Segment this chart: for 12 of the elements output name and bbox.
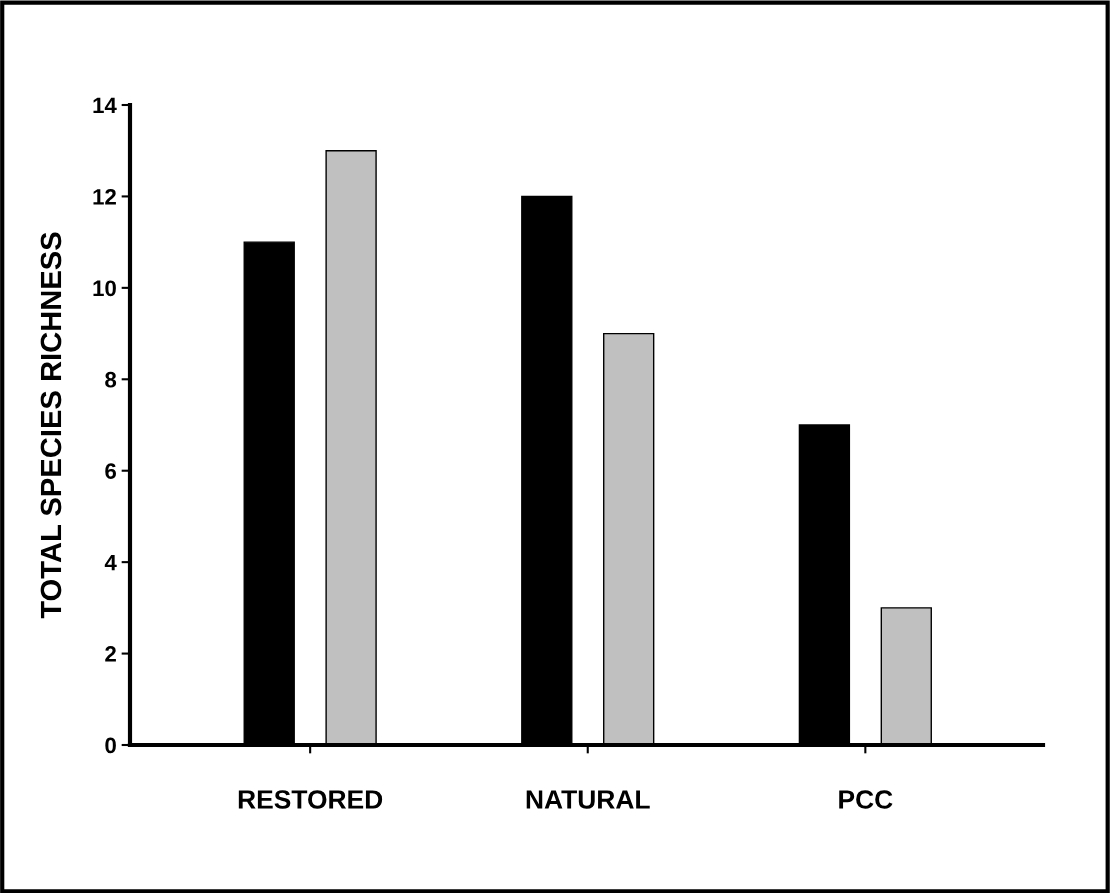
y-tick-label: 14 xyxy=(93,97,117,114)
x-tick-label: NATURAL xyxy=(526,790,650,809)
y-tick-label: 0 xyxy=(105,737,116,754)
x-tick-label: PCC xyxy=(839,790,893,809)
y-tick-label: 12 xyxy=(93,188,116,205)
y-axis-title: TOTAL SPECIES RICHNESS xyxy=(40,232,62,619)
y-tick-label: 6 xyxy=(105,463,116,479)
y-tick-label: 4 xyxy=(104,554,117,571)
y-tick-label: 2 xyxy=(105,646,116,662)
x-tick-label: RESTORED xyxy=(238,790,383,809)
y-tick-label: 10 xyxy=(93,280,116,297)
y-tick-label: 8 xyxy=(105,371,117,388)
